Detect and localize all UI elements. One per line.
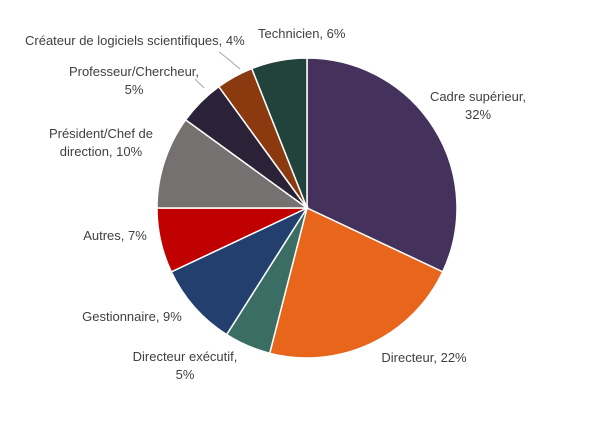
data-label-line: Cadre supérieur, — [430, 89, 526, 104]
pie-slice — [170, 206, 310, 336]
data-label-line: Directeur exécutif, — [133, 349, 238, 364]
data-label: Créateur de logiciels scientifiques, 4% — [25, 33, 245, 48]
data-label: Directeur exécutif, 5% — [133, 349, 238, 382]
leader-line — [218, 51, 241, 70]
data-label-line: Directeur, 22% — [381, 350, 467, 365]
data-label: Gestionnaire, 9% — [82, 309, 182, 324]
data-label-line: Autres, 7% — [83, 228, 147, 243]
data-label-line: direction, 10% — [60, 144, 143, 159]
data-label: Président/Chef de direction, 10% — [49, 126, 153, 159]
data-label: Autres, 7% — [83, 228, 147, 243]
pie-slice — [268, 206, 444, 359]
data-label-line: Technicien, 6% — [258, 26, 346, 41]
data-label-line: 5% — [125, 82, 144, 97]
pie-slice — [250, 57, 308, 209]
data-labels: Cadre supérieur, 32% Directeur, 22% Directe… — [25, 26, 526, 382]
data-label-line: Gestionnaire, 9% — [82, 309, 182, 324]
pie-slice — [306, 57, 458, 273]
data-label: Cadre supérieur, 32% — [430, 89, 526, 122]
data-label-line: 32% — [465, 107, 491, 122]
leader-line — [194, 78, 205, 89]
pie-slices — [156, 57, 458, 359]
data-label-line: Créateur de logiciels scientifiques, 4% — [25, 33, 245, 48]
data-label: Directeur, 22% — [381, 350, 467, 365]
data-label: Technicien, 6% — [258, 26, 346, 41]
pie-slice — [156, 118, 310, 209]
data-label-line: Président/Chef de — [49, 126, 153, 141]
data-label: Professeur/Chercheur, 5% — [69, 64, 199, 97]
data-label-line: Professeur/Chercheur, — [69, 64, 199, 79]
data-label-line: 5% — [176, 367, 195, 382]
leader-lines — [194, 51, 241, 89]
